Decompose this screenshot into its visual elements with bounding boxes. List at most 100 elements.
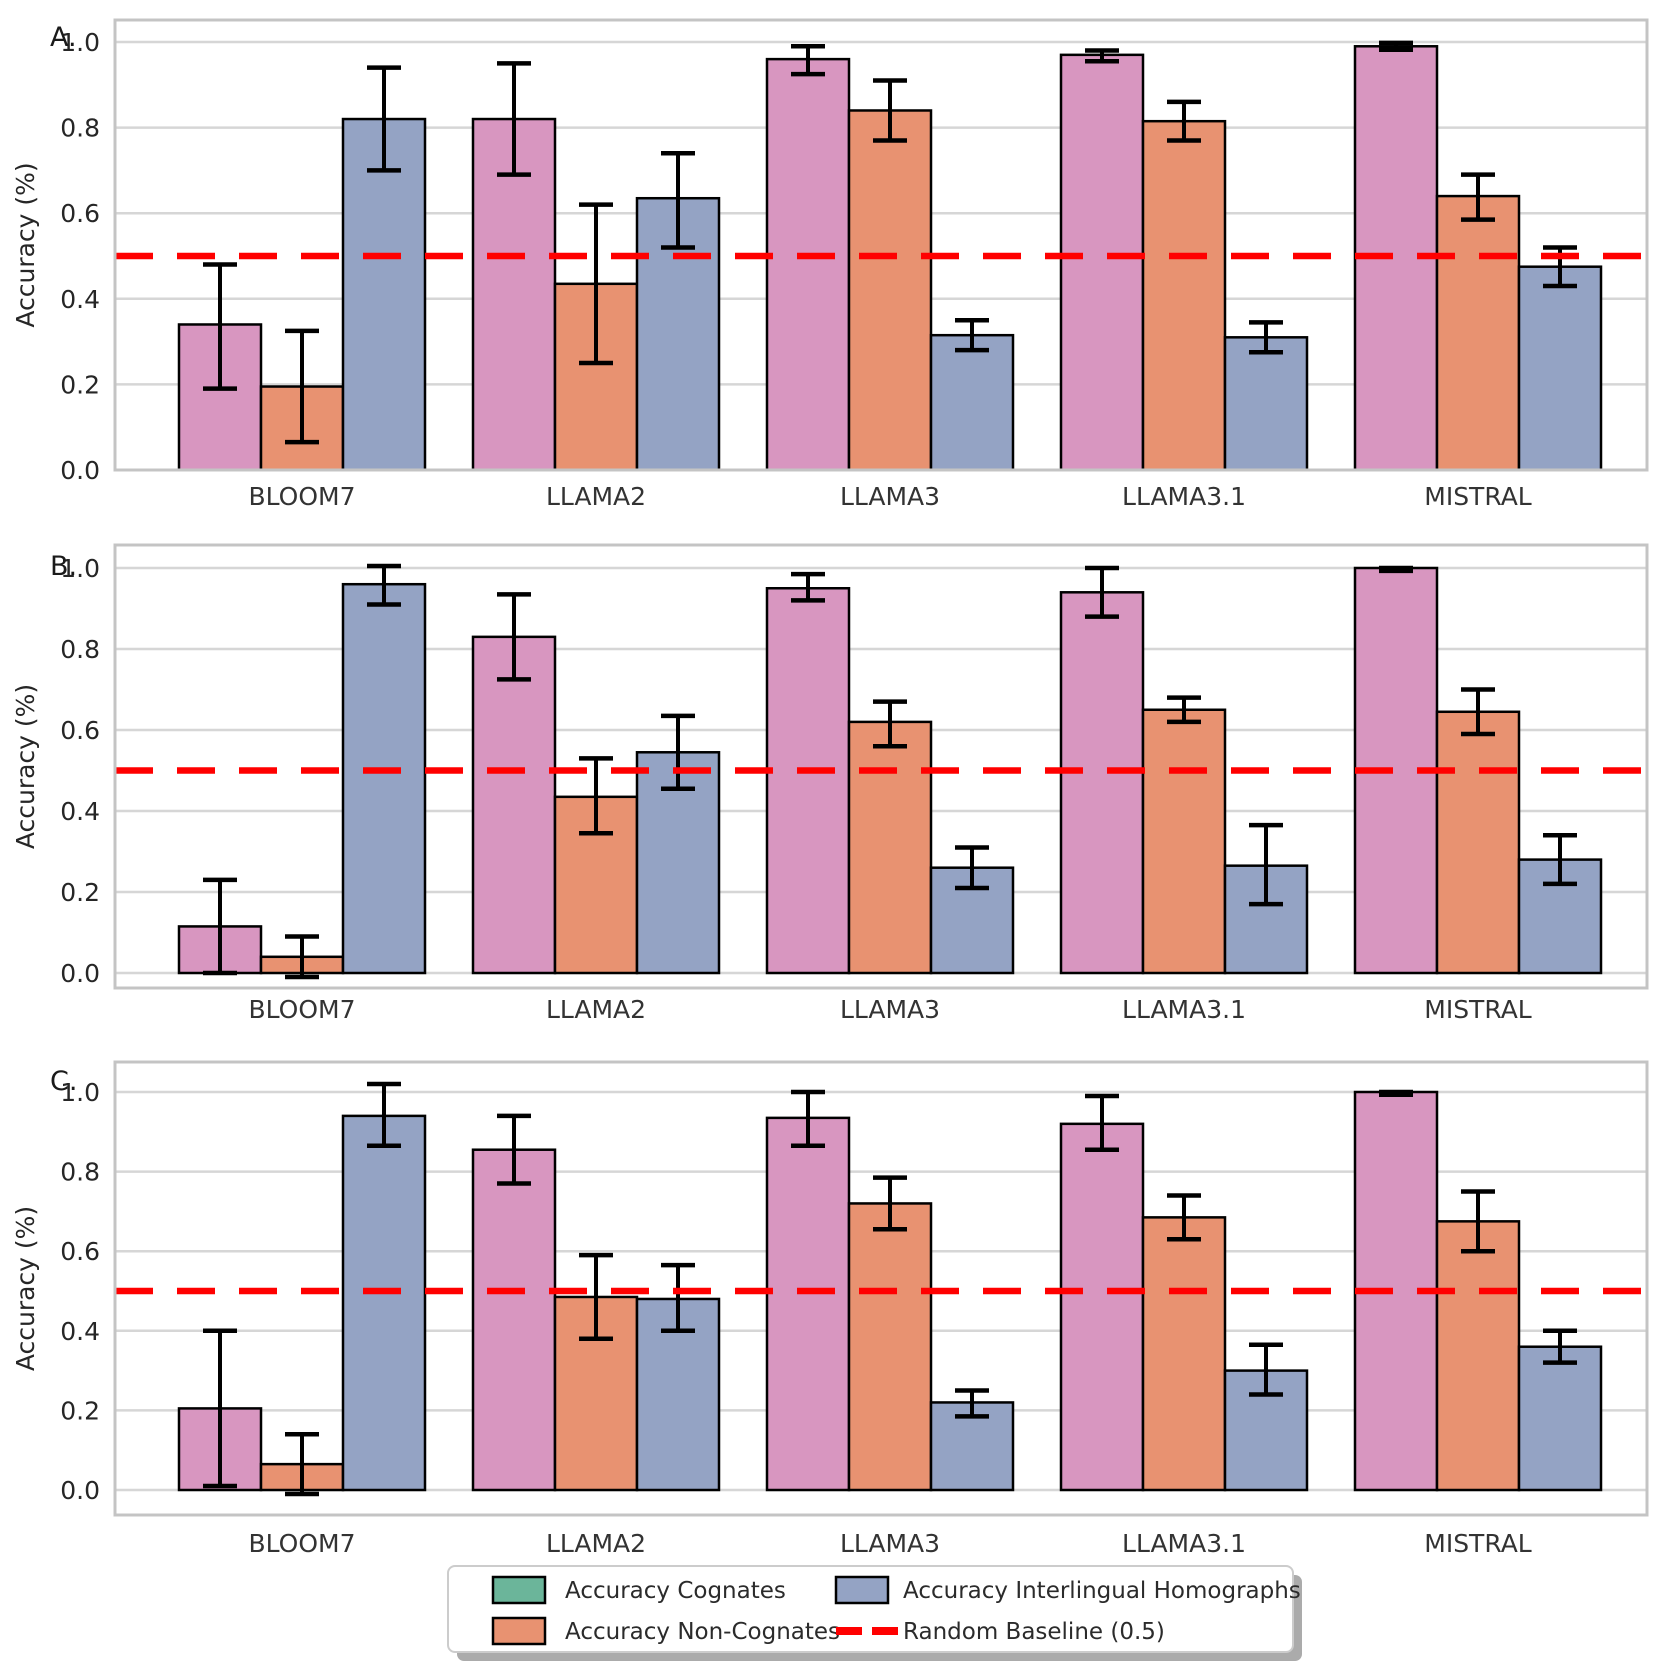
legend-swatch-icon: [491, 1575, 547, 1605]
bar-interlingual-homographs-bloom7: [341, 1114, 427, 1492]
bar-cognates-llama3.1: [1059, 53, 1145, 472]
bar-non-cognates-llama3: [847, 1202, 933, 1492]
error-bar-cognates-mistral: [1379, 40, 1413, 52]
error-bar-non-cognates-llama3: [873, 699, 907, 749]
error-bar-cognates-llama3: [791, 44, 825, 77]
bar-interlingual-homographs-bloom7: [341, 582, 427, 975]
bar-cognates-llama3: [765, 587, 851, 975]
x-tick-label-llama3: LLAMA3: [840, 1529, 940, 1558]
bar-cognates-llama3: [765, 57, 851, 472]
error-bar-cognates-llama2: [497, 592, 531, 682]
legend-entry-3: Random Baseline (0.5): [836, 1619, 1165, 1645]
error-bar-non-cognates-llama3: [873, 1175, 907, 1232]
legend-label: Accuracy Cognates: [565, 1578, 786, 1604]
x-tick-label-llama3: LLAMA3: [840, 995, 940, 1024]
legend-box: [447, 1565, 1294, 1653]
error-bar-interlingual-homographs-llama3: [955, 317, 989, 353]
bar-non-cognates-llama3: [847, 109, 933, 472]
error-bar-non-cognates-mistral: [1461, 1189, 1495, 1254]
x-tick-label-llama2: LLAMA2: [546, 1529, 646, 1558]
panel-B: 0.0 0.2 0.4 0.6 0.8 1.0 Accuracy (%) B. BLOOM7 LL…: [11, 543, 1649, 1024]
error-bar-non-cognates-mistral: [1461, 172, 1495, 222]
error-bar-non-cognates-bloom7: [285, 328, 319, 445]
error-bar-cognates-bloom7: [203, 262, 237, 391]
x-tick-label-mistral: MISTRAL: [1424, 482, 1532, 511]
panel-A: 0.0 0.2 0.4 0.6 0.8 1.0 Accuracy (%) A. BLOOM7 LL…: [11, 18, 1649, 511]
y-tick-label: 0.6: [60, 716, 100, 745]
error-bar-non-cognates-llama3.1: [1167, 99, 1201, 143]
bar-cognates-llama3.1: [1059, 1122, 1145, 1492]
y-axis-label: Accuracy (%): [11, 684, 40, 849]
panel-letter: B.: [50, 551, 77, 582]
x-tick-label-llama2: LLAMA2: [546, 995, 646, 1024]
error-bar-non-cognates-llama3: [873, 78, 907, 143]
y-tick-label: 0.4: [60, 285, 100, 314]
error-bar-interlingual-homographs-llama2: [661, 713, 695, 791]
legend-label: Accuracy Non-Cognates: [565, 1619, 840, 1645]
legend-label: Random Baseline (0.5): [903, 1619, 1165, 1645]
bar-interlingual-homographs-llama3: [929, 866, 1015, 975]
bar-non-cognates-mistral: [1435, 194, 1521, 472]
error-bar-non-cognates-llama2: [579, 756, 613, 836]
bar-non-cognates-mistral: [1435, 710, 1521, 975]
y-tick-label: 0.0: [60, 1476, 100, 1505]
y-tick-label: 1.0: [60, 28, 100, 57]
x-tick-label-llama3.1: LLAMA3.1: [1122, 482, 1246, 511]
error-bar-interlingual-homographs-bloom7: [367, 563, 401, 607]
y-tick-label: 0.2: [60, 1396, 100, 1425]
x-tick-label-llama2: LLAMA2: [546, 482, 646, 511]
error-bar-cognates-bloom7: [203, 877, 237, 976]
panel-letter: C.: [50, 1066, 77, 1097]
x-tick-label-llama3: LLAMA3: [840, 482, 940, 511]
error-bar-cognates-llama3: [791, 571, 825, 603]
y-tick-label: 1.0: [60, 554, 100, 583]
bar-non-cognates-llama3.1: [1141, 119, 1227, 472]
y-axis-label: Accuracy (%): [11, 162, 40, 327]
y-tick-label: 0.8: [60, 114, 100, 143]
legend-entry-2: Accuracy Interlingual Homographs: [834, 1575, 1301, 1605]
panel-border: [113, 1060, 1649, 1517]
bar-interlingual-homographs-mistral: [1517, 1345, 1603, 1492]
error-bar-cognates-llama2: [497, 1113, 531, 1186]
error-bar-interlingual-homographs-llama3.1: [1249, 822, 1283, 907]
panel-border: [113, 543, 1649, 990]
bar-non-cognates-llama3.1: [1141, 1216, 1227, 1492]
error-bar-interlingual-homographs-mistral: [1543, 833, 1577, 887]
error-bar-interlingual-homographs-llama3: [955, 1388, 989, 1419]
x-tick-label-bloom7: BLOOM7: [248, 482, 355, 511]
bar-interlingual-homographs-llama3: [929, 333, 1015, 472]
y-tick-label: 0.4: [60, 1317, 100, 1346]
bar-cognates-llama2: [471, 635, 557, 975]
legend-entry-1: Accuracy Non-Cognates: [491, 1616, 840, 1646]
legend-label: Accuracy Interlingual Homographs: [903, 1578, 1301, 1604]
bar-non-cognates-llama3: [847, 720, 933, 975]
error-bar-interlingual-homographs-llama3.1: [1249, 320, 1283, 355]
panel-C: 0.0 0.2 0.4 0.6 0.8 1.0 Accuracy (%) C. BLOOM7 LL…: [11, 1060, 1649, 1558]
legend-swatch-icon: [834, 1575, 890, 1605]
legend-entry-0: Accuracy Cognates: [491, 1575, 786, 1605]
bar-non-cognates-mistral: [1435, 1220, 1521, 1492]
bar-non-cognates-llama3.1: [1141, 708, 1227, 975]
x-tick-label-mistral: MISTRAL: [1424, 995, 1532, 1024]
error-bar-cognates-llama3.1: [1085, 1093, 1119, 1152]
y-tick-label: 0.4: [60, 797, 100, 826]
y-tick-label: 1.0: [60, 1078, 100, 1107]
y-tick-label: 0.8: [60, 635, 100, 664]
legend-swatch-icon: [491, 1616, 547, 1646]
error-bar-interlingual-homographs-llama2: [661, 151, 695, 250]
y-tick-label: 0.0: [60, 959, 100, 988]
error-bar-non-cognates-llama2: [579, 1252, 613, 1342]
error-bar-interlingual-homographs-llama3.1: [1249, 1342, 1283, 1397]
error-bar-non-cognates-llama3.1: [1167, 1193, 1201, 1242]
error-bar-non-cognates-mistral: [1461, 687, 1495, 737]
error-bar-non-cognates-llama2: [579, 202, 613, 366]
x-tick-label-llama3.1: LLAMA3.1: [1122, 995, 1246, 1024]
error-bar-non-cognates-llama3.1: [1167, 695, 1201, 725]
error-bar-cognates-llama2: [497, 61, 531, 177]
error-bar-interlingual-homographs-bloom7: [367, 65, 401, 173]
legend: Accuracy Cognates Accuracy Non-Cognates Ac…: [447, 1565, 1302, 1661]
error-bar-non-cognates-bloom7: [285, 934, 319, 980]
y-tick-label: 0.2: [60, 370, 100, 399]
bar-interlingual-homographs-bloom7: [341, 117, 427, 472]
bar-interlingual-homographs-llama2: [635, 751, 721, 975]
